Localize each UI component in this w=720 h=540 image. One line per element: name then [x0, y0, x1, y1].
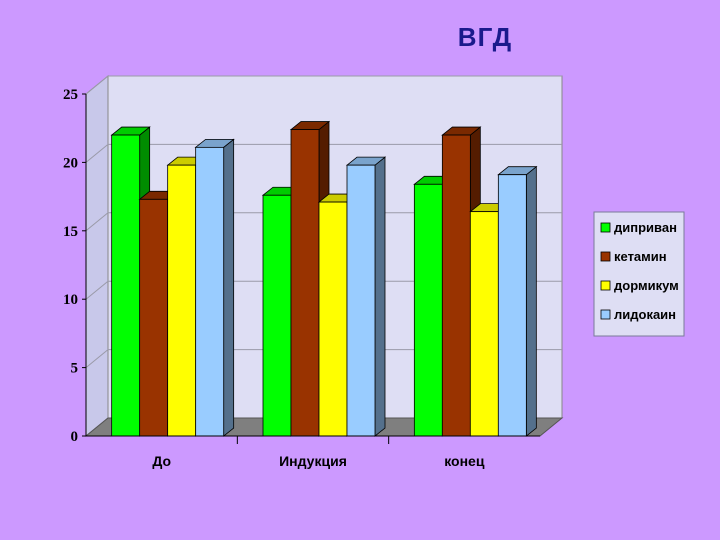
legend-label: диприван [614, 220, 677, 235]
y-tick-label: 10 [63, 292, 78, 308]
bar-front [262, 194, 292, 437]
legend-swatch [600, 280, 611, 291]
y-tick-label: 0 [71, 429, 79, 445]
bar-side [223, 138, 235, 437]
bar-front [111, 134, 141, 437]
bar-side [374, 156, 386, 437]
gridline [85, 75, 562, 95]
bars-group [110, 120, 538, 437]
bar-front [469, 211, 499, 437]
bar-4-1 [194, 138, 235, 437]
bar-front [346, 164, 376, 437]
bar-4-2 [345, 156, 387, 437]
slide-title: ВГД [457, 22, 513, 52]
gridline [85, 349, 562, 368]
bar-2-3 [441, 126, 482, 437]
y-tick-label: 15 [63, 224, 78, 240]
side-wall [85, 74, 109, 438]
bar-side [525, 165, 537, 437]
bar-front [167, 164, 197, 437]
bar-front [195, 146, 225, 437]
gridline [85, 143, 562, 163]
y-axis-ticks: 0 5 10 15 20 25 [63, 87, 87, 445]
x-category-label: До [152, 453, 171, 469]
bar-front [441, 134, 471, 437]
legend-label: лидокаин [614, 307, 676, 322]
legend-swatch [600, 309, 611, 320]
legend-label: кетамин [614, 249, 667, 264]
legend: диприван кетамин дормикум лидокаин [593, 211, 685, 337]
y-tick-label: 20 [63, 155, 78, 171]
legend-label: дормикум [614, 278, 679, 293]
gridline [85, 212, 562, 232]
bar-front [290, 129, 320, 437]
x-axis-categories: До Индукция конец [86, 435, 540, 469]
legend-swatch [600, 251, 611, 262]
legend-swatch [600, 222, 611, 233]
bar-front [413, 183, 443, 437]
x-category-label: конец [444, 453, 485, 469]
y-tick-label: 25 [63, 87, 78, 103]
gridline [85, 280, 562, 300]
bar-4-3 [497, 165, 538, 437]
bar-front [497, 174, 527, 437]
bar-front [139, 198, 169, 437]
bar-front [318, 201, 348, 437]
x-category-label: Индукция [279, 453, 347, 469]
y-tick-label: 5 [71, 361, 79, 377]
